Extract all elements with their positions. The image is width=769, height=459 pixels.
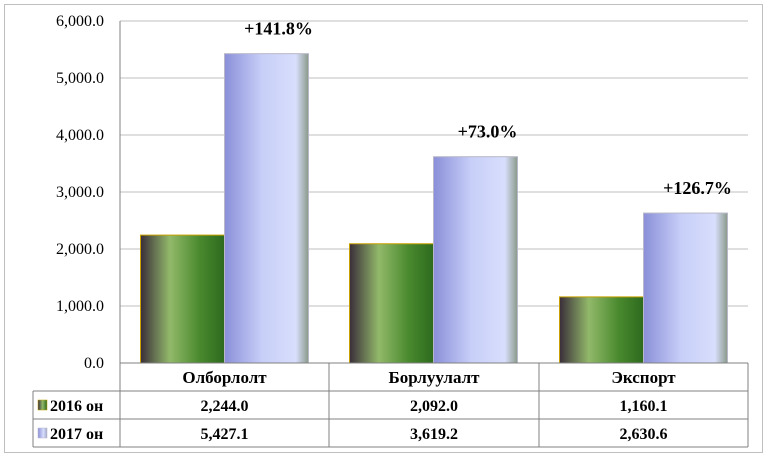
percent-annotations: +141.8% +73.0% +126.7% <box>244 19 732 198</box>
y-tick-label: 0.0 <box>84 355 104 372</box>
table-value: 2,244.0 <box>201 398 249 415</box>
table-value: 3,619.2 <box>410 426 458 443</box>
percent-change-label: +141.8% <box>244 19 313 39</box>
category-label: Экспорт <box>611 368 676 387</box>
data-table: Олборлолт Борлуулалт Экспорт 2016 он 2,244.0… <box>32 362 749 448</box>
category-label: Олборлолт <box>182 368 267 387</box>
y-tick-label: 2,000.0 <box>56 241 104 258</box>
bar-2017-1 <box>433 156 518 364</box>
table-value: 1,160.1 <box>620 398 668 415</box>
bars <box>140 53 728 364</box>
bar-2017-2 <box>643 212 728 364</box>
chart-frame <box>4 4 763 453</box>
table-value: 5,427.1 <box>201 426 249 443</box>
y-tick-label: 1,000.0 <box>56 298 104 315</box>
table-value: 2,092.0 <box>410 398 458 415</box>
legend-swatch-2016 <box>37 399 48 411</box>
y-tick-label: 5,000.0 <box>56 70 104 87</box>
bar-2017-0 <box>224 53 309 364</box>
legend-series-name: 2017 он <box>50 426 103 443</box>
percent-change-label: +126.7% <box>663 178 732 198</box>
y-axis-tick-labels: 0.0 1,000.0 2,000.0 3,000.0 4,000.0 5,000.0 6,… <box>56 13 104 372</box>
table-value: 2,630.6 <box>620 426 668 443</box>
bar-2016-0 <box>140 234 225 364</box>
bar-2016-2 <box>559 296 644 364</box>
y-tick-label: 4,000.0 <box>56 127 104 144</box>
percent-change-label: +73.0% <box>458 122 518 142</box>
y-tick-label: 3,000.0 <box>56 184 104 201</box>
legend-swatch-2017 <box>37 427 48 439</box>
legend-series-name: 2016 он <box>50 398 103 415</box>
category-label: Борлуулалт <box>389 368 481 387</box>
bar-2016-1 <box>349 243 434 364</box>
y-tick-label: 6,000.0 <box>56 13 104 30</box>
